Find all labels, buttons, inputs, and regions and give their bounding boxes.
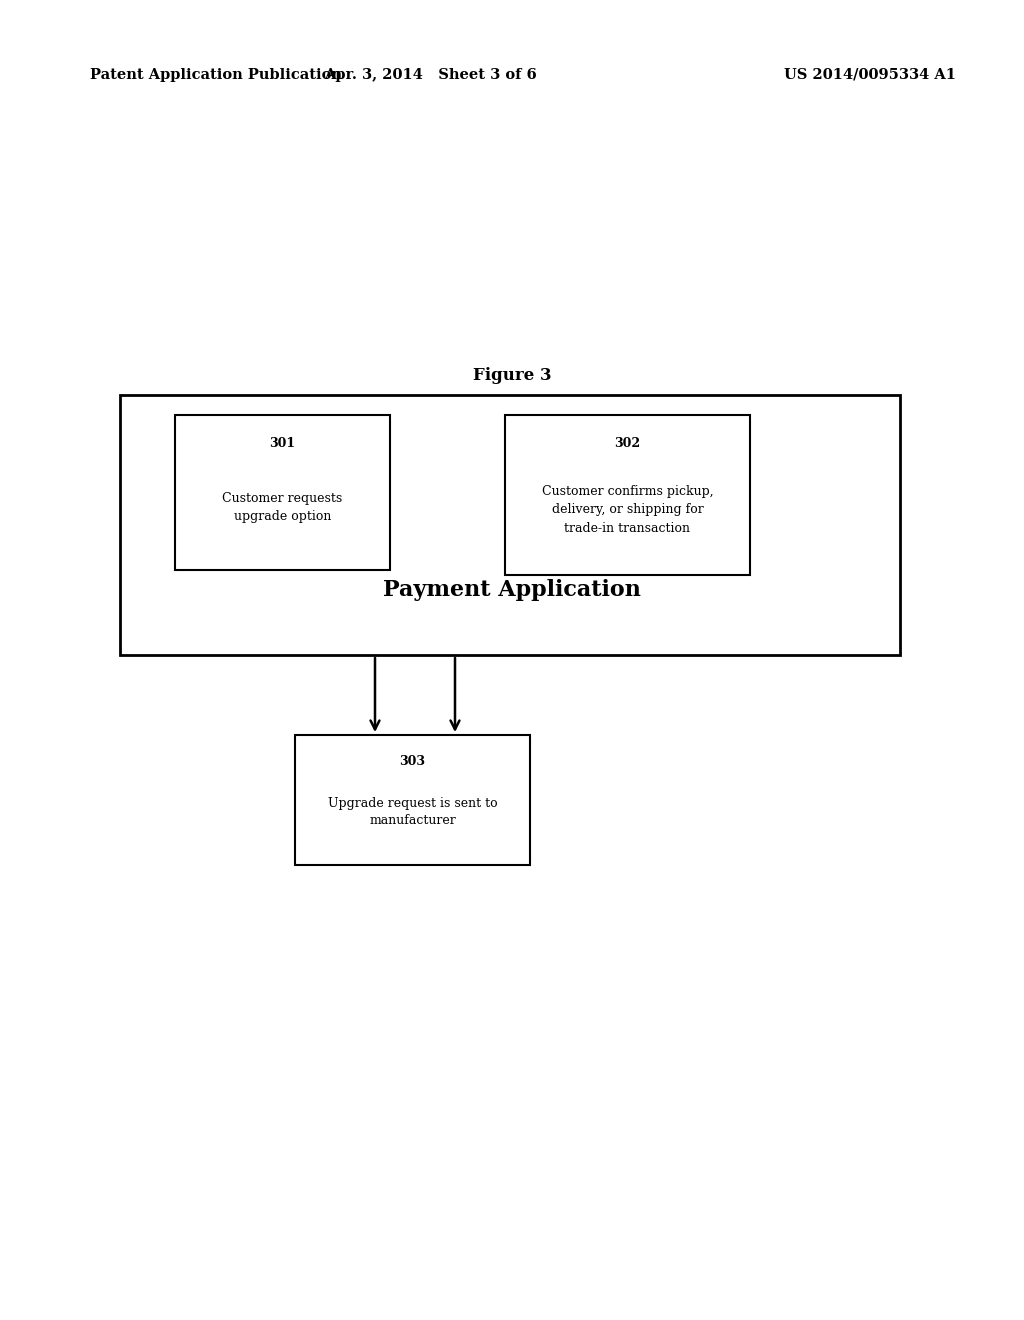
Text: Customer confirms pickup,
delivery, or shipping for
trade-in transaction: Customer confirms pickup, delivery, or s…	[542, 486, 714, 535]
Text: US 2014/0095334 A1: US 2014/0095334 A1	[784, 69, 956, 82]
Text: 302: 302	[614, 437, 641, 450]
Bar	[295, 735, 530, 865]
Text: Upgrade request is sent to
manufacturer: Upgrade request is sent to manufacturer	[328, 796, 498, 828]
Bar	[505, 414, 750, 576]
Bar	[175, 414, 390, 570]
Bar	[120, 395, 900, 655]
Text: Apr. 3, 2014   Sheet 3 of 6: Apr. 3, 2014 Sheet 3 of 6	[324, 69, 537, 82]
Text: Patent Application Publication: Patent Application Publication	[90, 69, 342, 82]
Text: 301: 301	[269, 437, 296, 450]
Text: 303: 303	[399, 755, 426, 768]
Text: Customer requests
upgrade option: Customer requests upgrade option	[222, 492, 343, 523]
Text: Figure 3: Figure 3	[473, 367, 551, 384]
Text: Payment Application: Payment Application	[383, 579, 641, 601]
